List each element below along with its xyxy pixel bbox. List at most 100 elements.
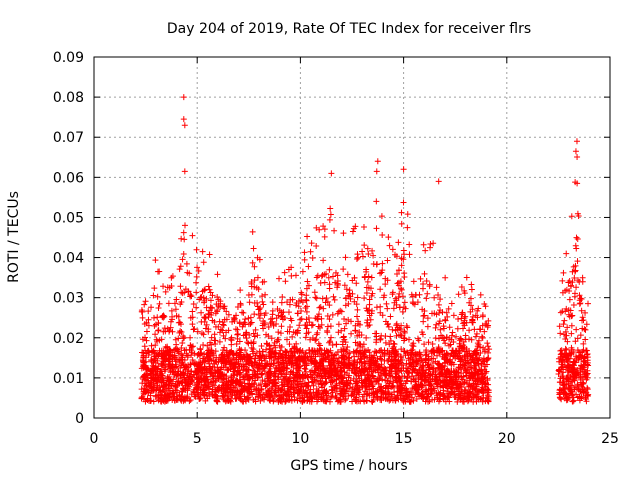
data-point (478, 361, 485, 368)
data-point (373, 168, 380, 175)
data-point (268, 390, 275, 397)
y-tick-label: 0 (75, 411, 84, 427)
data-point (237, 356, 244, 363)
data-point (269, 394, 276, 401)
data-point (414, 299, 421, 306)
data-point (355, 373, 362, 380)
data-point (342, 389, 349, 396)
data-point (297, 363, 304, 370)
data-point (299, 268, 306, 275)
data-point (177, 283, 184, 290)
data-point (569, 312, 576, 319)
data-point (555, 355, 562, 362)
data-point (282, 398, 289, 405)
data-point (370, 385, 377, 392)
data-point (484, 377, 491, 384)
data-point (559, 289, 566, 296)
data-point (320, 257, 327, 264)
data-point (398, 220, 405, 227)
data-point (288, 317, 295, 324)
data-point (198, 360, 205, 367)
data-point (580, 317, 587, 324)
data-point (410, 278, 417, 285)
data-point (420, 281, 427, 288)
data-point (195, 384, 202, 391)
data-point (576, 278, 583, 285)
data-point (283, 336, 290, 343)
data-point (364, 307, 371, 314)
data-point (400, 199, 407, 206)
data-point (260, 301, 267, 308)
data-point (461, 398, 468, 405)
data-point (442, 274, 449, 281)
data-point (410, 359, 417, 366)
data-point (382, 339, 389, 346)
data-point (177, 372, 184, 379)
data-point (161, 355, 168, 362)
data-point (400, 247, 407, 254)
data-point (170, 393, 177, 400)
data-point (339, 338, 346, 345)
data-point (569, 279, 576, 286)
data-point (188, 293, 195, 300)
data-point (286, 328, 293, 335)
data-point (316, 324, 323, 331)
data-point (441, 335, 448, 342)
data-point (377, 355, 384, 362)
x-axis-label: GPS time / hours (290, 458, 407, 474)
data-point (481, 328, 488, 335)
data-point (455, 291, 462, 298)
data-point (220, 322, 227, 329)
data-point (572, 338, 579, 345)
data-point (467, 383, 474, 390)
data-point (168, 363, 175, 370)
data-point (360, 224, 367, 231)
data-point (303, 325, 310, 332)
data-point (245, 396, 252, 403)
data-point (174, 387, 181, 394)
data-point (212, 323, 219, 330)
data-point (250, 340, 257, 347)
data-point (458, 336, 465, 343)
data-point (431, 396, 438, 403)
data-point (455, 369, 462, 376)
data-point (175, 319, 182, 326)
data-point (320, 223, 327, 230)
data-point (283, 392, 290, 399)
data-point (228, 341, 235, 348)
data-point (382, 281, 389, 288)
data-point (172, 346, 179, 353)
data-point (354, 313, 361, 320)
data-point (153, 386, 160, 393)
data-point (159, 396, 166, 403)
data-point (249, 228, 256, 235)
y-tick-label: 0.03 (53, 291, 84, 307)
data-point (436, 396, 443, 403)
data-point (393, 394, 400, 401)
data-point (178, 235, 185, 242)
data-point (307, 248, 314, 255)
data-point (253, 349, 260, 356)
data-point (565, 395, 572, 402)
data-point (175, 372, 182, 379)
data-point (179, 388, 186, 395)
data-point (293, 360, 300, 367)
data-point (142, 389, 149, 396)
data-point (562, 386, 569, 393)
data-point (557, 330, 564, 337)
data-point (272, 353, 279, 360)
data-point (481, 374, 488, 381)
data-point (278, 361, 285, 368)
data-point (364, 322, 371, 329)
data-point (197, 294, 204, 301)
data-point (339, 364, 346, 371)
data-point (164, 374, 171, 381)
data-point (435, 301, 442, 308)
data-point (355, 342, 362, 349)
data-point (572, 148, 579, 155)
data-point (386, 341, 393, 348)
data-point (472, 385, 479, 392)
data-point (259, 370, 266, 377)
data-point (442, 340, 449, 347)
